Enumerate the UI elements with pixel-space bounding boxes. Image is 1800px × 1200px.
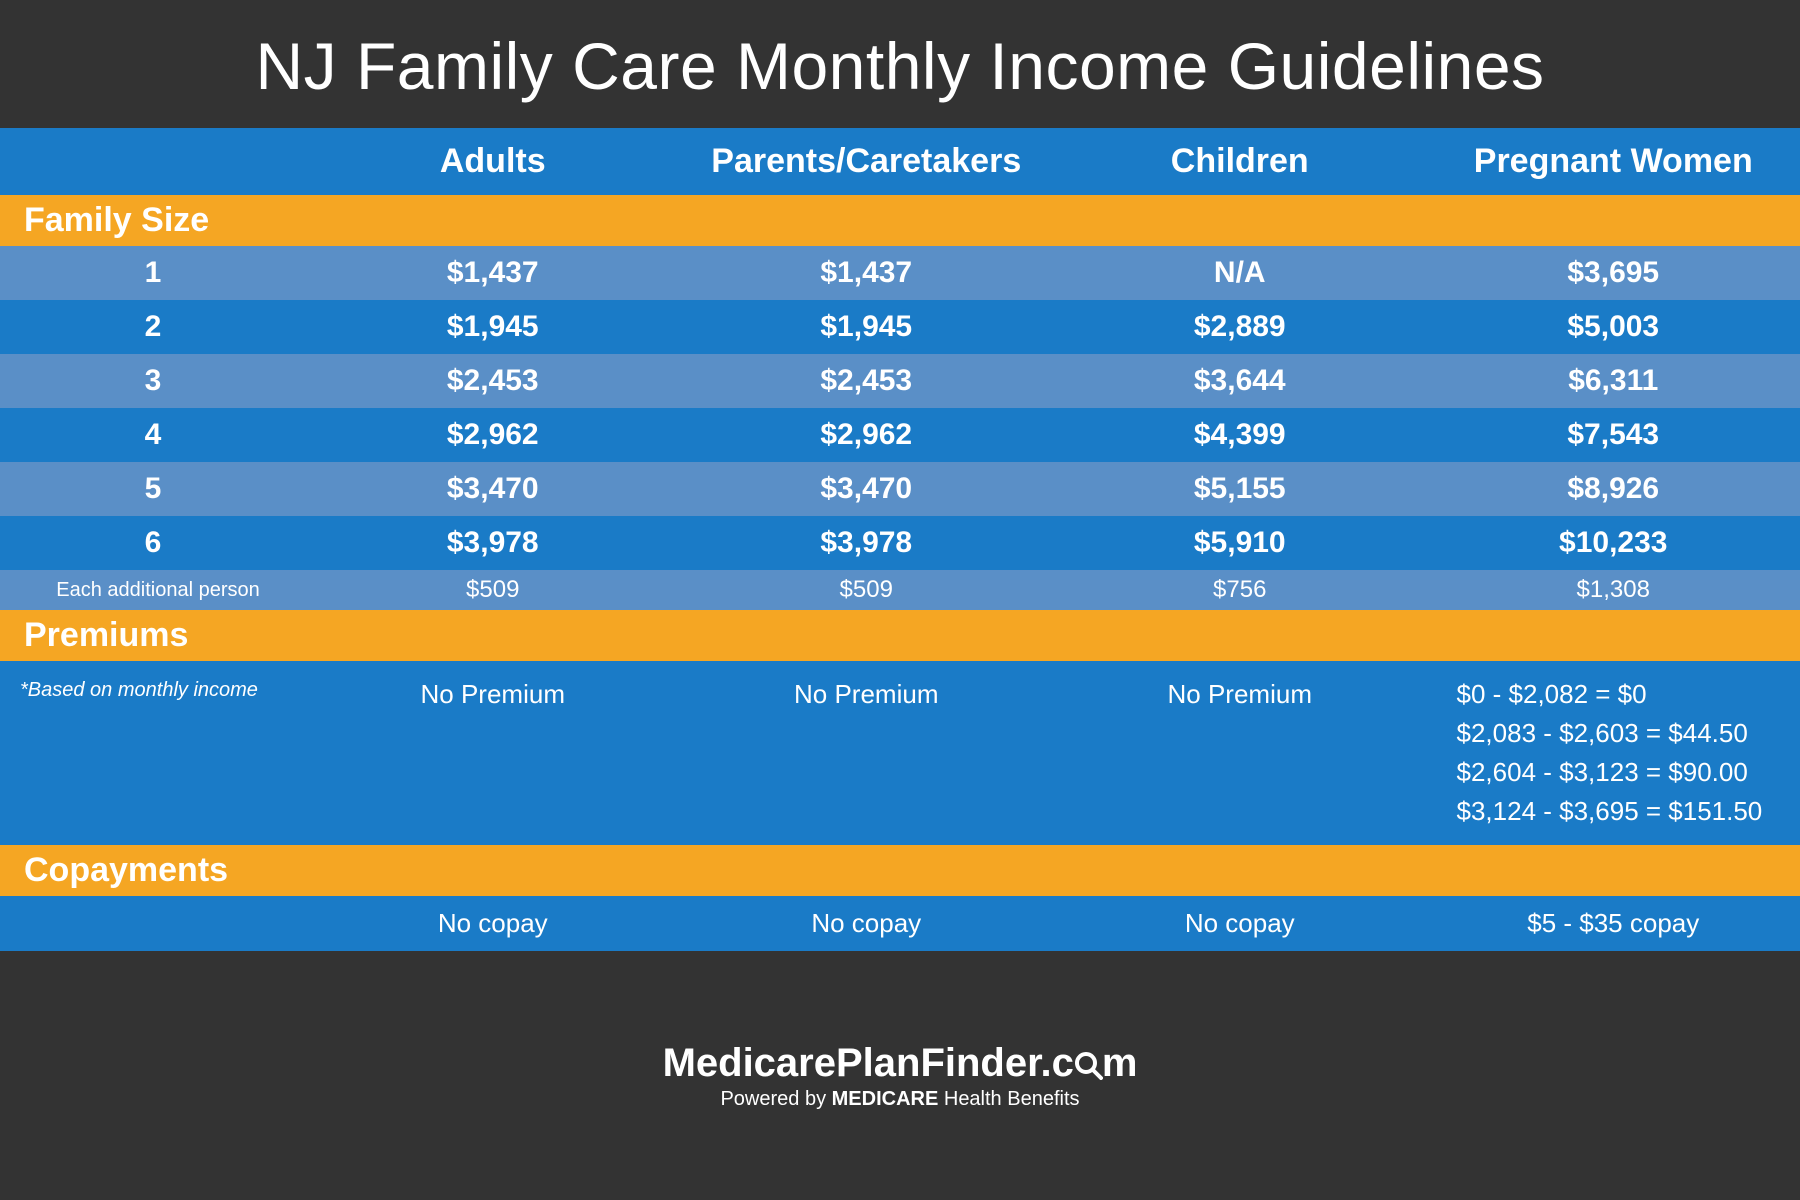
cell: $5 - $35 copay [1427, 896, 1800, 951]
cell: No Premium [1053, 661, 1427, 845]
col-header-children: Children [1053, 128, 1427, 195]
section-label: Copayments [0, 845, 1800, 896]
sub-post: Health Benefits [938, 1088, 1079, 1110]
cell: $5,155 [1053, 462, 1427, 516]
footer-brand: MedicarePlanFinder.c m [663, 1041, 1138, 1086]
cell: No copay [1053, 896, 1427, 951]
table-row: 5 $3,470 $3,470 $5,155 $8,926 [0, 462, 1800, 516]
row-label: 5 [0, 462, 306, 516]
cell: $2,962 [306, 408, 680, 462]
brand-text-pre: MedicarePlanFinder.c [663, 1041, 1074, 1086]
cell: $3,978 [680, 516, 1054, 570]
cell: $2,453 [680, 354, 1054, 408]
cell: $4,399 [1053, 408, 1427, 462]
cell: $8,926 [1427, 462, 1800, 516]
page: NJ Family Care Monthly Income Guidelines… [0, 0, 1800, 1200]
additional-person-row: Each additional person $509 $509 $756 $1… [0, 570, 1800, 610]
row-label: 4 [0, 408, 306, 462]
cell: $2,453 [306, 354, 680, 408]
col-header-parents: Parents/Caretakers [680, 128, 1054, 195]
cell: $3,470 [306, 462, 680, 516]
cell: $10,233 [1427, 516, 1800, 570]
copayments-row: No copay No copay No copay $5 - $35 copa… [0, 896, 1800, 951]
cell: $2,889 [1053, 300, 1427, 354]
cell: No Premium [680, 661, 1054, 845]
cell: $509 [306, 570, 680, 610]
cell: $5,910 [1053, 516, 1427, 570]
sub-pre: Powered by [720, 1088, 831, 1110]
header-blank [0, 128, 306, 195]
row-label: 3 [0, 354, 306, 408]
row-label: Each additional person [0, 570, 306, 610]
cell: $6,311 [1427, 354, 1800, 408]
cell: $756 [1053, 570, 1427, 610]
cell: No Premium [306, 661, 680, 845]
cell-premium-tiers: $0 - $2,082 = $0$2,083 - $2,603 = $44.50… [1427, 661, 1800, 845]
cell: $1,945 [680, 300, 1054, 354]
cell: No copay [680, 896, 1054, 951]
section-label: Premiums [0, 610, 1800, 661]
cell: $509 [680, 570, 1054, 610]
row-label: 1 [0, 246, 306, 300]
brand-text-post: m [1102, 1041, 1138, 1086]
section-family-size: Family Size [0, 195, 1800, 246]
cell: $1,437 [306, 246, 680, 300]
column-header-row: Adults Parents/Caretakers Children Pregn… [0, 128, 1800, 195]
cell: $1,945 [306, 300, 680, 354]
row-label: 6 [0, 516, 306, 570]
title-bar: NJ Family Care Monthly Income Guidelines [0, 0, 1800, 128]
section-label: Family Size [0, 195, 1800, 246]
cell: $1,437 [680, 246, 1054, 300]
cell: $3,644 [1053, 354, 1427, 408]
cell: $3,695 [1427, 246, 1800, 300]
cell: $3,470 [680, 462, 1054, 516]
cell: $2,962 [680, 408, 1054, 462]
table-row: 4 $2,962 $2,962 $4,399 $7,543 [0, 408, 1800, 462]
cell: $7,543 [1427, 408, 1800, 462]
row-label-blank [0, 896, 306, 951]
table-row: 1 $1,437 $1,437 N/A $3,695 [0, 246, 1800, 300]
cell: $3,978 [306, 516, 680, 570]
row-label: 2 [0, 300, 306, 354]
col-header-adults: Adults [306, 128, 680, 195]
magnifier-o-icon [1073, 1050, 1103, 1080]
premiums-row: *Based on monthly income No Premium No P… [0, 661, 1800, 845]
cell: $5,003 [1427, 300, 1800, 354]
cell: N/A [1053, 246, 1427, 300]
cell: No copay [306, 896, 680, 951]
guidelines-table: Adults Parents/Caretakers Children Pregn… [0, 128, 1800, 951]
sub-bold: MEDICARE [832, 1088, 939, 1110]
col-header-pregnant: Pregnant Women [1427, 128, 1800, 195]
section-copayments: Copayments [0, 845, 1800, 896]
table-row: 2 $1,945 $1,945 $2,889 $5,003 [0, 300, 1800, 354]
footer-subtext: Powered by MEDICARE Health Benefits [720, 1088, 1079, 1111]
table-row: 3 $2,453 $2,453 $3,644 $6,311 [0, 354, 1800, 408]
footer: MedicarePlanFinder.c m Powered by MEDICA… [0, 951, 1800, 1200]
table-row: 6 $3,978 $3,978 $5,910 $10,233 [0, 516, 1800, 570]
cell: $1,308 [1427, 570, 1800, 610]
page-title: NJ Family Care Monthly Income Guidelines [0, 28, 1800, 104]
premiums-note: *Based on monthly income [0, 661, 306, 845]
section-premiums: Premiums [0, 610, 1800, 661]
